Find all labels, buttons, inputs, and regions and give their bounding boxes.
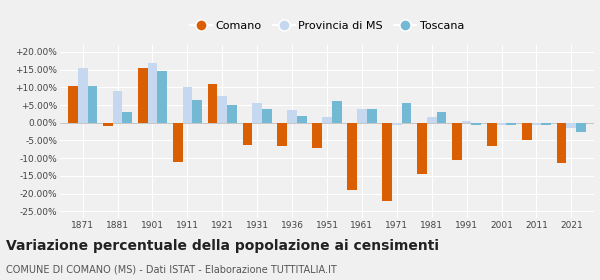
Bar — [382, 123, 392, 201]
Bar — [472, 123, 481, 125]
Bar — [287, 110, 297, 123]
Bar — [103, 123, 113, 125]
Bar — [122, 112, 132, 123]
Bar — [148, 62, 157, 123]
Bar — [78, 68, 88, 123]
Bar — [297, 116, 307, 123]
Bar — [462, 121, 472, 123]
Bar — [157, 71, 167, 123]
Bar — [322, 117, 332, 123]
Bar — [262, 109, 272, 123]
Bar — [506, 123, 516, 125]
Bar — [437, 112, 446, 123]
Bar — [401, 103, 412, 123]
Bar — [427, 117, 437, 123]
Text: COMUNE DI COMANO (MS) - Dati ISTAT - Elaborazione TUTTITALIA.IT: COMUNE DI COMANO (MS) - Dati ISTAT - Ela… — [6, 265, 337, 275]
Bar — [332, 101, 341, 123]
Bar — [522, 123, 532, 141]
Bar — [452, 123, 462, 160]
Bar — [532, 123, 541, 125]
Bar — [182, 87, 192, 123]
Bar — [487, 123, 497, 146]
Bar — [217, 96, 227, 123]
Bar — [313, 123, 322, 148]
Legend: Comano, Provincia di MS, Toscana: Comano, Provincia di MS, Toscana — [185, 17, 469, 36]
Bar — [566, 123, 576, 128]
Bar — [227, 105, 237, 123]
Bar — [576, 123, 586, 132]
Bar — [68, 86, 78, 123]
Bar — [138, 68, 148, 123]
Bar — [557, 123, 566, 164]
Bar — [208, 84, 217, 123]
Bar — [253, 103, 262, 123]
Text: Variazione percentuale della popolazione ai censimenti: Variazione percentuale della popolazione… — [6, 239, 439, 253]
Bar — [392, 123, 401, 125]
Bar — [497, 123, 506, 125]
Bar — [541, 123, 551, 125]
Bar — [242, 123, 253, 145]
Bar — [277, 123, 287, 146]
Bar — [357, 109, 367, 123]
Bar — [192, 100, 202, 123]
Bar — [113, 91, 122, 123]
Bar — [417, 123, 427, 174]
Bar — [173, 123, 182, 162]
Bar — [88, 86, 97, 123]
Bar — [347, 123, 357, 190]
Bar — [367, 109, 377, 123]
